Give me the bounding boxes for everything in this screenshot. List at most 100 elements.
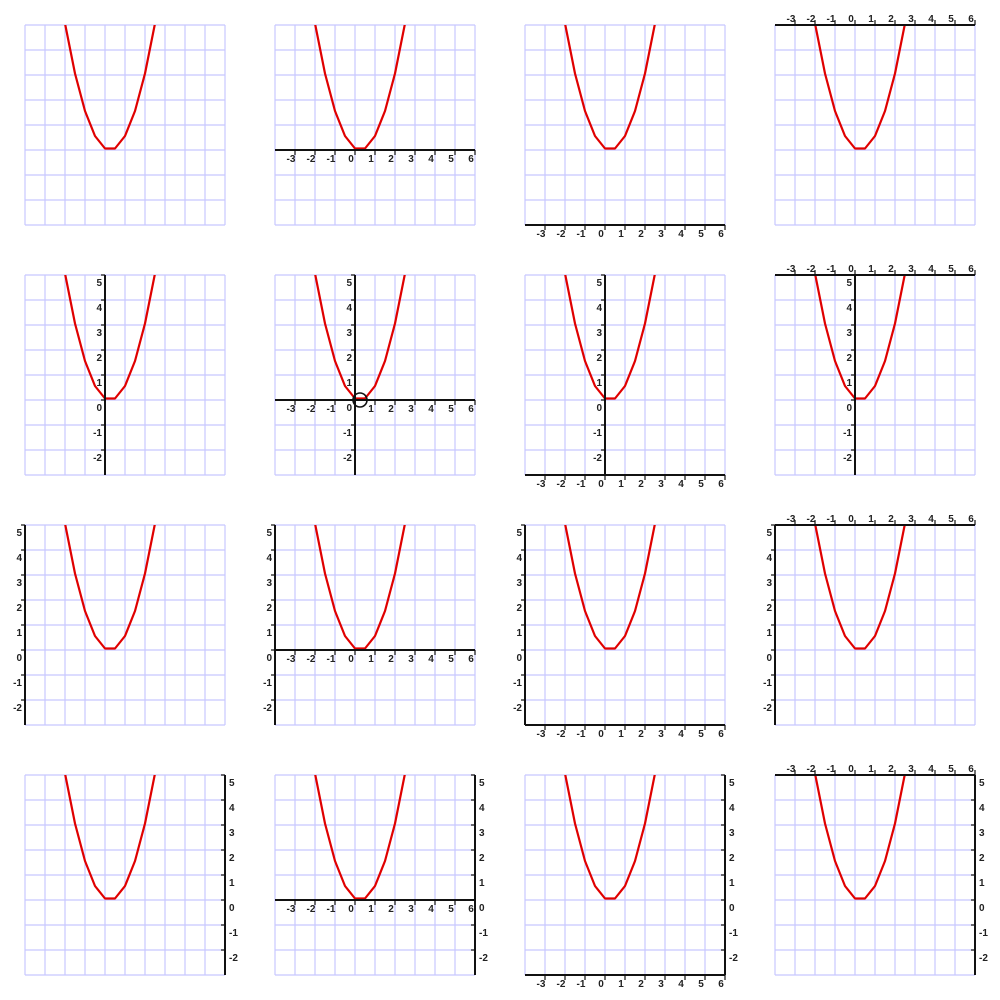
chart-panel-7: -3 -2 -1 0 1 2 3 4 5 6 5 4 3 2 1 0 -1 -2 <box>524 274 726 490</box>
x-axis: -3 -2 -1 0 1 2 3 4 5 6 <box>525 224 726 240</box>
y-tick-label: 3 <box>766 578 772 589</box>
grid <box>524 774 726 976</box>
x-axis: -3 -2 -1 0 1 2 3 4 5 6 <box>525 474 726 490</box>
y-tick-label: 3 <box>729 828 735 839</box>
x-tick-label: -2 <box>307 904 316 915</box>
x-tick-label: 5 <box>698 229 704 240</box>
x-axis: -3 -2 -1 1 2 3 4 5 6 <box>275 399 476 415</box>
chart-panel-6: -3 -2 -1 1 2 3 4 5 6 5 4 3 2 1 0 -1 -2 <box>274 274 476 476</box>
x-axis: -3 -2 -1 0 1 2 3 4 5 6 <box>775 264 976 276</box>
x-tick-label: -2 <box>807 514 816 525</box>
x-tick-label: 0 <box>848 264 854 275</box>
y-tick-label: 5 <box>96 278 102 289</box>
y-tick-label: 4 <box>596 303 602 314</box>
x-tick-label: 0 <box>848 764 854 775</box>
y-axis: 5 4 3 2 1 0 -1 -2 <box>343 274 356 475</box>
x-tick-label: -2 <box>557 979 566 990</box>
grid <box>274 524 476 726</box>
x-tick-label: -3 <box>787 514 796 525</box>
y-tick-label: 3 <box>516 578 522 589</box>
y-tick-label: 4 <box>516 553 522 564</box>
y-axis: 5 4 3 2 1 0 -1 -2 <box>513 524 526 725</box>
x-axis: -3 -2 -1 0 1 2 3 4 5 6 <box>525 974 726 990</box>
x-axis: -3 -2 -1 0 1 2 3 4 5 6 <box>275 649 476 665</box>
y-tick-label: 5 <box>729 778 735 789</box>
x-tick-label: -3 <box>787 764 796 775</box>
y-tick-label: 0 <box>766 653 772 664</box>
grid <box>774 524 976 726</box>
x-tick-label: -2 <box>807 264 816 275</box>
x-tick-label: 1 <box>368 404 374 415</box>
parabola-series-line <box>314 25 406 150</box>
grid <box>774 774 976 976</box>
x-tick-label: 4 <box>678 479 684 490</box>
x-tick-label: 1 <box>368 654 374 665</box>
x-tick-label: 0 <box>598 229 604 240</box>
x-tick-label: -2 <box>307 654 316 665</box>
chart-panel-12: -3 -2 -1 0 1 2 3 4 5 6 5 4 3 2 1 0 -1 -2 <box>763 514 976 726</box>
grid <box>24 774 226 976</box>
x-tick-label: -1 <box>577 479 586 490</box>
x-tick-label: 5 <box>448 904 454 915</box>
y-tick-label: -1 <box>843 428 852 439</box>
x-tick-label: 2 <box>638 979 644 990</box>
chart-panel-10: -3 -2 -1 0 1 2 3 4 5 6 5 4 3 2 1 0 -1 -2 <box>263 524 476 726</box>
y-tick-label: 0 <box>16 653 22 664</box>
x-tick-label: 5 <box>448 154 454 165</box>
x-tick-label: 6 <box>468 404 474 415</box>
y-tick-label: 4 <box>229 803 235 814</box>
x-tick-label: 4 <box>678 729 684 740</box>
x-tick-label: 2 <box>638 479 644 490</box>
x-tick-label: 6 <box>968 764 974 775</box>
y-tick-label: 4 <box>346 303 352 314</box>
grid <box>274 24 476 226</box>
grid <box>274 274 476 476</box>
y-tick-label: 3 <box>846 328 852 339</box>
y-tick-label: -1 <box>513 678 522 689</box>
x-tick-label: -2 <box>557 229 566 240</box>
y-tick-label: 2 <box>346 353 352 364</box>
y-tick-label: 5 <box>766 528 772 539</box>
y-axis: 5 4 3 2 1 0 -1 -2 <box>471 774 488 975</box>
x-tick-label: 4 <box>928 264 934 275</box>
y-tick-label: 2 <box>266 603 272 614</box>
y-tick-label: 4 <box>766 553 772 564</box>
y-tick-label: 0 <box>96 403 102 414</box>
parabola-series-line <box>64 275 156 400</box>
x-tick-label: 5 <box>948 14 954 25</box>
x-tick-label: -2 <box>807 14 816 25</box>
y-tick-label: 0 <box>346 403 352 414</box>
y-tick-label: 5 <box>346 278 352 289</box>
x-tick-label: 3 <box>408 404 414 415</box>
y-tick-label: 2 <box>229 853 235 864</box>
y-tick-label: -2 <box>513 703 522 714</box>
parabola-series-line <box>564 275 656 400</box>
y-tick-label: 2 <box>16 603 22 614</box>
y-tick-label: -2 <box>343 453 352 464</box>
chart-panel-15: -3 -2 -1 0 1 2 3 4 5 6 5 4 3 2 1 0 -1 -2 <box>524 774 738 990</box>
y-tick-label: 4 <box>729 803 735 814</box>
y-tick-label: 1 <box>516 628 522 639</box>
x-tick-label: -2 <box>807 764 816 775</box>
x-tick-label: 4 <box>678 229 684 240</box>
grid <box>774 274 976 476</box>
y-tick-label: -2 <box>93 453 102 464</box>
x-tick-label: 1 <box>368 154 374 165</box>
x-tick-label: -3 <box>287 904 296 915</box>
x-tick-label: 2 <box>888 264 894 275</box>
y-tick-label: 1 <box>729 878 735 889</box>
y-tick-label: 1 <box>479 878 485 889</box>
y-tick-label: 5 <box>979 778 985 789</box>
x-tick-label: 1 <box>618 229 624 240</box>
x-tick-label: 1 <box>618 479 624 490</box>
chart-panel-13: 5 4 3 2 1 0 -1 -2 <box>24 774 238 976</box>
x-tick-label: -3 <box>537 979 546 990</box>
x-tick-label: 6 <box>968 14 974 25</box>
x-tick-label: -3 <box>287 654 296 665</box>
x-tick-label: -1 <box>827 264 836 275</box>
y-tick-label: -1 <box>13 678 22 689</box>
x-tick-label: 4 <box>928 764 934 775</box>
x-tick-label: 1 <box>868 514 874 525</box>
x-tick-label: -1 <box>327 654 336 665</box>
